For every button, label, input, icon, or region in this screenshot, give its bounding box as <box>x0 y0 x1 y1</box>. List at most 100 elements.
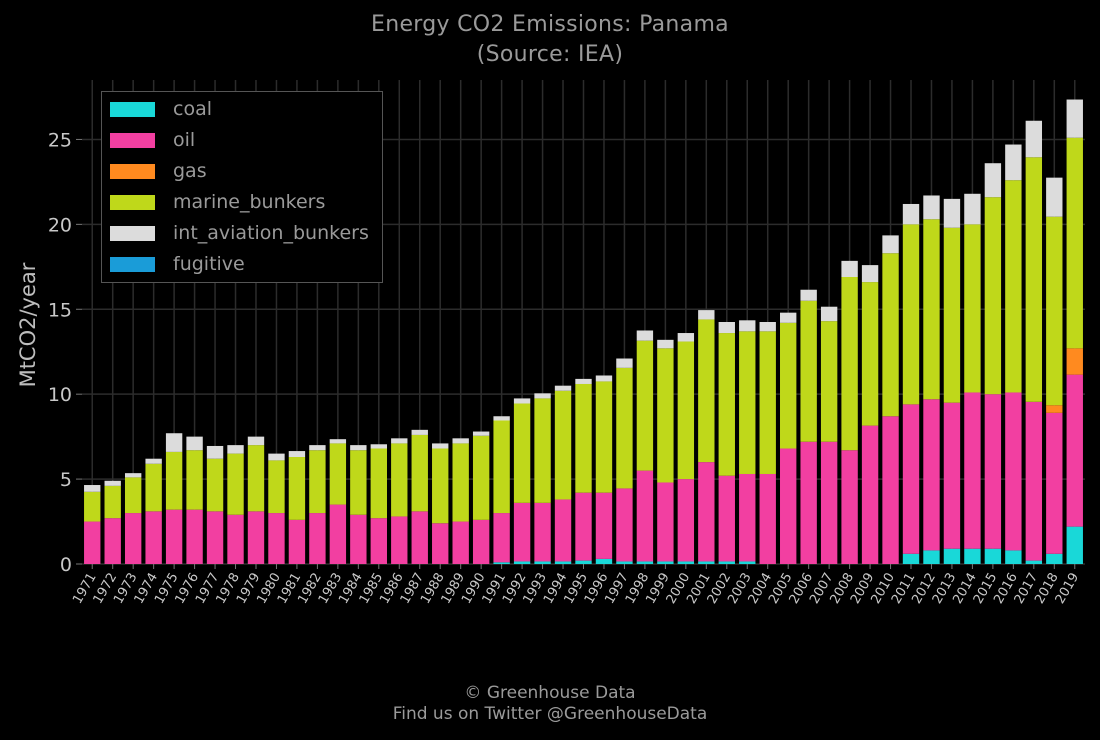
bar-marine-bunkers <box>923 219 940 400</box>
bar-marine-bunkers <box>616 367 633 489</box>
bar-int-aviation-bunkers <box>350 445 367 451</box>
bar-int-aviation-bunkers <box>288 451 306 458</box>
bar-marine-bunkers <box>370 448 387 519</box>
bar-marine-bunkers <box>350 450 367 515</box>
bar-stack-layer <box>84 99 1083 564</box>
bar-coal <box>1005 550 1022 564</box>
legend: coal oil gas marine_bunkers int_aviation… <box>101 91 383 283</box>
bar-marine-bunkers <box>493 420 510 514</box>
bar-marine-bunkers <box>1046 216 1063 406</box>
bar-int-aviation-bunkers <box>882 235 899 254</box>
bar-int-aviation-bunkers <box>411 429 428 435</box>
bar-marine-bunkers <box>268 460 285 514</box>
bar-marine-bunkers <box>554 390 572 500</box>
bar-oil <box>186 509 203 564</box>
bar-int-aviation-bunkers <box>616 358 633 368</box>
bar-int-aviation-bunkers <box>124 473 142 478</box>
bar-coal <box>595 558 613 564</box>
bar-marine-bunkers <box>882 253 899 417</box>
bar-oil <box>493 513 510 563</box>
bar-marine-bunkers <box>780 322 797 449</box>
bar-marine-bunkers <box>820 321 838 442</box>
legend-item-fugitive: fugitive <box>110 253 245 275</box>
y-tick-label: 25 <box>48 129 72 151</box>
bar-int-aviation-bunkers <box>636 330 654 341</box>
bar-oil <box>616 488 633 562</box>
bar-coal <box>1025 560 1043 564</box>
bar-oil <box>534 502 551 562</box>
legend-label-int-aviation-bunkers: int_aviation_bunkers <box>173 222 369 244</box>
bar-coal <box>964 548 981 564</box>
bar-int-aviation-bunkers <box>1066 99 1083 138</box>
bar-gas <box>1066 348 1083 375</box>
bar-oil <box>370 518 387 564</box>
bar-marine-bunkers <box>206 458 224 512</box>
bar-int-aviation-bunkers <box>657 339 674 349</box>
bar-oil <box>1005 392 1022 551</box>
bar-int-aviation-bunkers <box>759 322 776 332</box>
bar-oil <box>350 514 367 564</box>
legend-label-oil: oil <box>173 129 196 151</box>
bar-int-aviation-bunkers <box>861 265 879 283</box>
credit-line1: © Greenhouse Data <box>464 683 636 703</box>
bar-marine-bunkers <box>84 491 101 522</box>
bar-oil <box>472 519 490 564</box>
bar-marine-bunkers <box>1005 180 1022 393</box>
bar-int-aviation-bunkers <box>472 431 490 436</box>
bar-coal <box>616 561 633 564</box>
bar-marine-bunkers <box>1066 137 1083 349</box>
y-tick-label: 0 <box>60 554 72 576</box>
bar-oil <box>165 509 183 564</box>
chart-title-line2: (Source: IEA) <box>476 42 624 67</box>
bar-coal <box>636 561 654 564</box>
bar-gas <box>1046 405 1063 413</box>
bar-oil <box>882 416 899 564</box>
bar-oil <box>964 392 981 549</box>
bar-int-aviation-bunkers <box>165 433 183 452</box>
bar-coal <box>718 561 735 564</box>
bar-oil <box>1046 412 1063 554</box>
bar-int-aviation-bunkers <box>1025 120 1043 158</box>
bar-int-aviation-bunkers <box>718 322 735 334</box>
bar-int-aviation-bunkers <box>309 445 326 451</box>
bar-marine-bunkers <box>657 348 674 483</box>
bar-oil <box>657 482 674 562</box>
bar-marine-bunkers <box>165 451 183 510</box>
bar-int-aviation-bunkers <box>247 436 265 446</box>
bar-int-aviation-bunkers <box>984 163 1002 198</box>
bar-coal <box>1066 526 1083 564</box>
bar-int-aviation-bunkers <box>452 438 469 444</box>
bar-int-aviation-bunkers <box>206 445 224 459</box>
legend-label-coal: coal <box>173 98 212 120</box>
bar-int-aviation-bunkers <box>677 333 695 342</box>
bar-marine-bunkers <box>472 435 490 520</box>
bar-int-aviation-bunkers <box>595 375 613 382</box>
bar-coal <box>493 562 510 564</box>
bar-marine-bunkers <box>309 450 326 514</box>
bar-marine-bunkers <box>1025 157 1043 402</box>
legend-item-marine-bunkers: marine_bunkers <box>110 191 325 213</box>
bar-marine-bunkers <box>186 450 203 510</box>
bar-marine-bunkers <box>964 224 981 393</box>
bar-oil <box>698 462 715 562</box>
bar-oil <box>391 516 408 564</box>
bar-coal <box>575 560 592 564</box>
y-tick-label: 5 <box>60 469 72 491</box>
y-tick-label: 15 <box>48 299 72 321</box>
bar-oil <box>861 425 879 564</box>
bar-marine-bunkers <box>984 197 1002 395</box>
bar-oil <box>820 441 838 564</box>
bar-coal <box>984 548 1002 564</box>
bar-int-aviation-bunkers <box>554 385 572 391</box>
legend-item-int-aviation-bunkers: int_aviation_bunkers <box>110 222 369 244</box>
legend-swatch-marine-bunkers <box>110 194 155 210</box>
bar-oil <box>1025 401 1043 561</box>
bar-oil <box>288 519 306 564</box>
bar-coal <box>677 561 695 564</box>
bar-coal <box>698 561 715 564</box>
bar-marine-bunkers <box>145 463 162 512</box>
bar-coal <box>923 550 940 564</box>
bar-oil <box>902 404 920 554</box>
bar-int-aviation-bunkers <box>513 398 531 404</box>
legend-label-marine-bunkers: marine_bunkers <box>173 191 326 213</box>
